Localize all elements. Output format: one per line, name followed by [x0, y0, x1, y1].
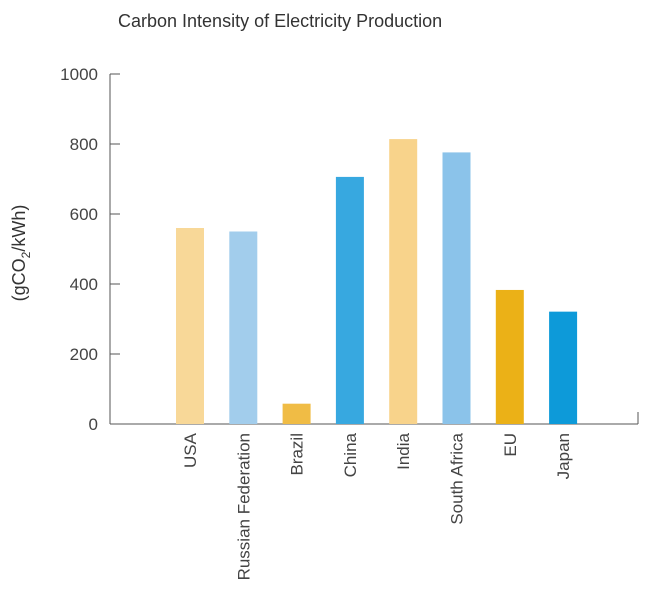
category-label: Japan — [554, 433, 573, 479]
y-tick-label: 800 — [70, 135, 98, 154]
bar — [442, 152, 471, 424]
category-label: Russian Federation — [234, 433, 253, 580]
bar — [176, 228, 204, 424]
bar — [549, 311, 578, 424]
category-label: China — [341, 432, 360, 477]
y-axis-label-prefix: (gCO — [9, 258, 29, 301]
bar — [229, 231, 258, 424]
y-tick-label: 200 — [70, 345, 98, 364]
chart-title: Carbon Intensity of Electricity Producti… — [118, 11, 442, 31]
category-label: India — [394, 432, 413, 469]
y-axis-label-subscript: 2 — [19, 251, 33, 258]
y-tick-label: 400 — [70, 275, 98, 294]
bar — [282, 403, 311, 424]
y-axis-label-suffix: /kWh) — [9, 205, 29, 252]
category-label: USA — [181, 432, 200, 468]
category-label: EU — [501, 433, 520, 457]
bar — [495, 289, 524, 424]
category-labels: USA Russian Federation Brazil China India Sou… — [181, 432, 573, 580]
y-tick-label: 1000 — [60, 65, 98, 84]
y-tick-label: 0 — [89, 415, 98, 434]
bar — [335, 176, 364, 424]
y-tick-label: 600 — [70, 205, 98, 224]
y-axis-label: (gCO2/kWh) — [9, 205, 33, 302]
category-label: South Africa — [448, 432, 467, 524]
category-label: Brazil — [288, 433, 307, 476]
bar — [389, 139, 418, 424]
bars — [176, 139, 578, 424]
